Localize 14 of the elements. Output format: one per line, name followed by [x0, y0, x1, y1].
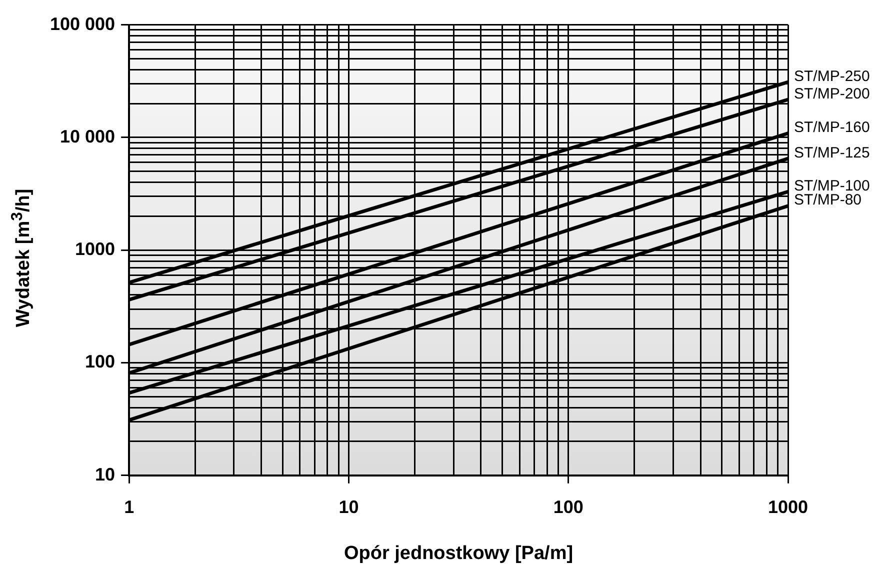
x-axis-title: Opór jednostkowy [Pa/m]	[342, 543, 574, 565]
y-tick-label: 100	[85, 352, 116, 372]
series-label: ST/MP-125	[794, 144, 870, 162]
y-tick-label: 100 000	[50, 14, 116, 34]
x-tick-label: 1	[124, 497, 134, 518]
x-tick-label: 10	[338, 497, 359, 518]
series-label: ST/MP-160	[794, 119, 870, 136]
y-tick-label: 10	[95, 464, 116, 484]
y-tick-label: 1000	[75, 239, 116, 260]
x-tick-label: 1000	[768, 497, 808, 518]
y-tick-label: 10 000	[60, 126, 116, 146]
x-tick-label: 100	[553, 497, 584, 518]
series-label: ST/MP-200	[794, 86, 870, 103]
series-label: ST/MP-250	[794, 68, 870, 86]
